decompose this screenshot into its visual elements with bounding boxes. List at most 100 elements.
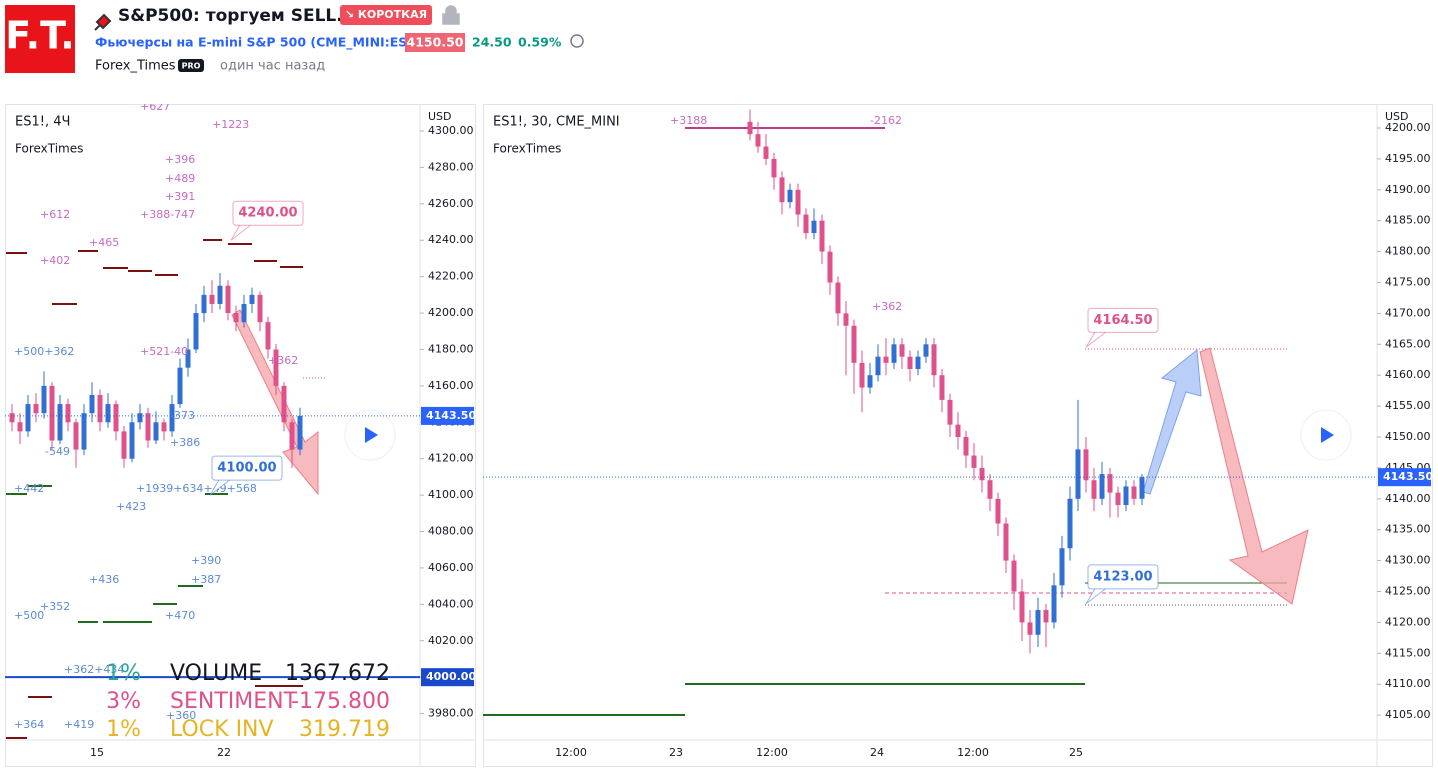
candle-body (1123, 486, 1129, 505)
pane-title: ES1!, 30, CME_MINI (493, 115, 620, 130)
candle-body (289, 422, 295, 450)
pane-subtitle: ForexTimes (15, 142, 83, 156)
candle-body (1107, 474, 1113, 493)
y-tick-label: 4300.00 (428, 124, 474, 137)
candle-body (979, 467, 985, 481)
arrow-up (1142, 349, 1202, 495)
candle-body (1051, 585, 1057, 623)
callout-box (1087, 307, 1159, 333)
annotation: +1939+634+49+568 (136, 482, 257, 495)
candle-body (747, 121, 753, 135)
badge (340, 5, 432, 25)
candle-body (185, 349, 191, 368)
y-tick-label: 4260.00 (428, 197, 474, 210)
indicator-name: SENTIMENT (170, 689, 298, 714)
candle-body (907, 356, 913, 370)
axis-unit: USD (1385, 110, 1409, 123)
candle-body (129, 422, 135, 459)
y-tick-label: 4165.00 (1385, 337, 1431, 350)
y-tick-label: 4060.00 (428, 561, 474, 574)
candle-body (771, 158, 777, 178)
candle-body (1099, 474, 1105, 499)
arrow-down (231, 309, 319, 496)
level-label: 4000.00 (426, 670, 476, 683)
idea-title: S&P500: торгуем SELL. (118, 6, 343, 26)
candle-body (915, 356, 921, 370)
y-tick-label: 4020.00 (428, 634, 474, 647)
candle-body (1091, 480, 1097, 499)
candle-body (1003, 523, 1009, 561)
y-tick-label: 3980.00 (428, 707, 474, 720)
candle-body (281, 385, 287, 423)
indicator-pct: 1% (106, 717, 141, 742)
candle-body (955, 424, 961, 437)
indicator-value: 319.719 (299, 717, 390, 742)
logo-text: F.T. (5, 14, 74, 58)
annotation: +396 (165, 153, 195, 166)
y-tick-label: 4190.00 (1385, 183, 1431, 196)
pane-subtitle: ForexTimes (493, 142, 561, 156)
y-tick-label: 4160.00 (1385, 368, 1431, 381)
annotation: +3188 (670, 114, 707, 127)
annotation: +388-747 (140, 208, 195, 221)
candle-body (859, 362, 865, 388)
annotation: +489 (165, 172, 195, 185)
annotation: +436 (89, 573, 119, 586)
annotation: +521-40 (140, 345, 188, 358)
x-tick-label: 23 (669, 746, 683, 759)
candle-body (241, 303, 247, 323)
author[interactable]: Forex_Times (95, 59, 176, 74)
annotation: -549 (45, 445, 70, 458)
x-tick-label: 25 (1069, 746, 1083, 759)
candle-body (931, 344, 937, 376)
annotation: +465 (89, 236, 119, 249)
candle-body (811, 220, 817, 234)
candle-body (819, 220, 825, 252)
candle-body (145, 413, 151, 441)
y-tick-label: 4240.00 (428, 233, 474, 246)
callout-label: 4240.00 (238, 206, 297, 221)
last-price-badge (421, 406, 474, 425)
y-tick-label: 4040.00 (428, 597, 474, 610)
drawings (6, 127, 1287, 739)
callout-pointer (1085, 586, 1109, 605)
candle-body (65, 404, 71, 423)
candle-body (891, 344, 897, 363)
candle-body (939, 375, 945, 400)
indicator-name: VOLUME (170, 661, 262, 686)
candle-body (177, 367, 183, 405)
candle-body (899, 344, 905, 357)
logo[interactable] (5, 5, 75, 73)
indicator-value: -175.800 (291, 689, 390, 714)
y-tick-label: 4175.00 (1385, 276, 1431, 289)
callout-box (211, 455, 283, 481)
badge-text: ↘ КОРОТКАЯ (345, 8, 427, 21)
callout-pointer (230, 222, 254, 241)
candle-body (779, 177, 785, 203)
y-tick-label: 4140.00 (1385, 492, 1431, 505)
candle-body (17, 422, 23, 432)
candle-body (25, 404, 31, 432)
candle-body (867, 375, 873, 388)
y-tick-label: 4115.00 (1385, 646, 1431, 659)
alarm-icon[interactable] (570, 34, 584, 48)
candle-body (755, 134, 761, 147)
y-tick-label: 4160.00 (428, 379, 474, 392)
pane-frame (483, 104, 1433, 767)
price: 4150.50 (407, 35, 464, 50)
candle-body (843, 313, 849, 326)
y-tick-label: 4080.00 (428, 525, 474, 538)
change: 24.50 (472, 35, 512, 50)
annotation: +387 (191, 573, 221, 586)
candle-body (1043, 610, 1049, 623)
last-price-label: 4143.50 (426, 409, 476, 422)
candle-body (795, 189, 801, 215)
annotation: +352 (40, 600, 70, 613)
x-tick-label: 12:00 (957, 746, 989, 759)
callout-pointer (209, 477, 233, 496)
candle-body (113, 404, 119, 432)
candle-body (89, 394, 95, 414)
instrument[interactable]: Фьючерсы на E-mini S&P 500 (CME_MINI:ES1… (95, 35, 427, 51)
candle-body (883, 356, 889, 363)
pane-title: ES1!, 4Ч (15, 115, 70, 130)
